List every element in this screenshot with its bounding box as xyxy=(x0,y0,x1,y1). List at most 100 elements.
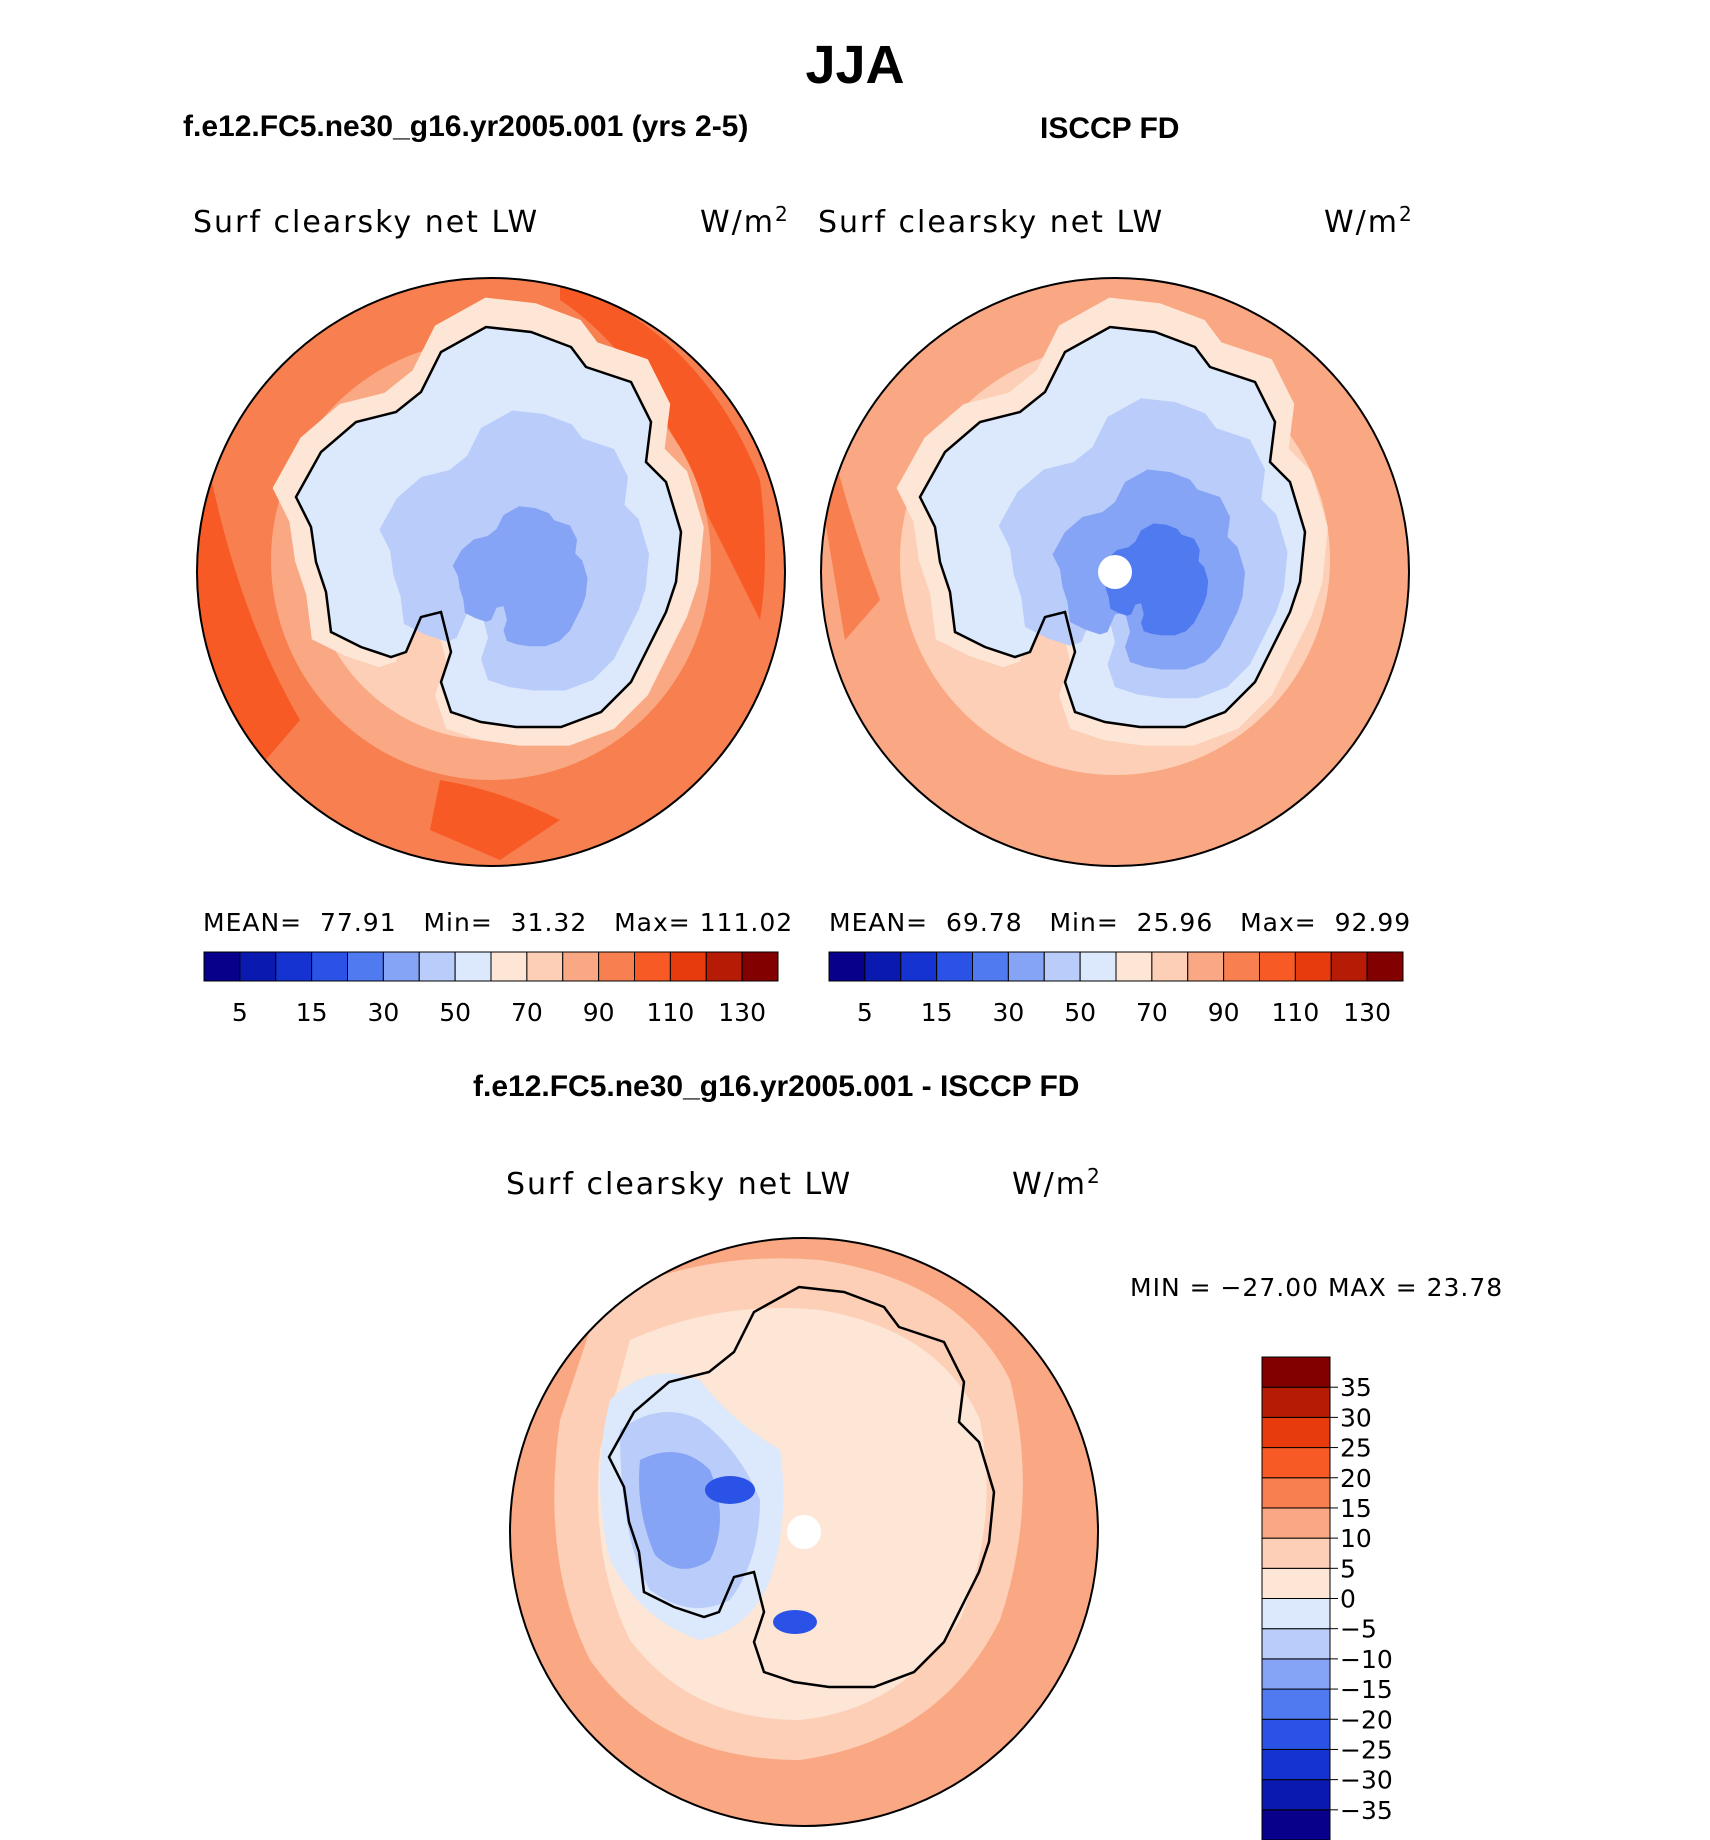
obs-stats: MEAN= 69.78 Min= 25.96 Max= 92.99 xyxy=(829,908,1412,937)
colorbar-swatch xyxy=(1079,951,1117,982)
model-colorbar: 5 15 30 50 70 90 110 130 xyxy=(203,951,779,1027)
colorbar-swatch xyxy=(1043,951,1081,982)
colorbar-swatch xyxy=(1187,951,1225,982)
obs-map xyxy=(821,278,1409,866)
colorbar-swatch xyxy=(490,951,528,982)
colorbar-swatch xyxy=(526,951,564,982)
colorbar-swatch xyxy=(275,951,313,982)
figure-title: JJA xyxy=(805,35,905,95)
obs-map-outline xyxy=(820,277,1410,867)
colorbar-swatch xyxy=(741,951,779,982)
colorbar-tick-label: 15 xyxy=(1340,1494,1372,1523)
model-panel-title: f.e12.FC5.ne30_g16.yr2005.001 (yrs 2-5) xyxy=(183,110,749,143)
colorbar-swatch xyxy=(1261,1809,1331,1840)
diff-variable-label: Surf clearsky net LW xyxy=(506,1167,853,1202)
colorbar-swatch xyxy=(1261,1718,1331,1750)
colorbar-tick-label: 130 xyxy=(1343,998,1391,1027)
colorbar-tick-label: 10 xyxy=(1340,1524,1372,1553)
model-map-outline xyxy=(196,277,786,867)
colorbar-swatch xyxy=(1261,1447,1331,1479)
colorbar-tick-label: 110 xyxy=(1272,998,1320,1027)
colorbar-tick-label: 130 xyxy=(718,998,766,1027)
obs-colorbar: 5 15 30 50 70 90 110 130 xyxy=(828,951,1404,1027)
model-unit-label: W/m2 xyxy=(700,202,790,240)
colorbar-swatch xyxy=(1259,951,1296,982)
colorbar-tick-label: 5 xyxy=(1340,1554,1356,1583)
colorbar-swatch xyxy=(936,951,973,982)
model-map xyxy=(197,278,785,866)
colorbar-swatch xyxy=(598,951,635,982)
colorbar-swatch xyxy=(1007,951,1045,982)
colorbar-tick-label: −25 xyxy=(1340,1735,1393,1764)
colorbar-tick-label: 70 xyxy=(511,998,543,1027)
colorbar-tick-label: 30 xyxy=(992,998,1024,1027)
colorbar-tick-label: −35 xyxy=(1340,1796,1393,1825)
colorbar-swatch xyxy=(418,951,456,982)
colorbar-tick-label: −30 xyxy=(1340,1766,1393,1795)
colorbar-tick-label: 50 xyxy=(1064,998,1096,1027)
colorbar-tick-label: 90 xyxy=(583,998,615,1027)
colorbar-swatch xyxy=(705,951,743,982)
colorbar-swatch xyxy=(864,951,902,982)
colorbar-tick-label: 25 xyxy=(1340,1434,1372,1463)
colorbar-swatch xyxy=(669,951,707,982)
model-variable-label: Surf clearsky net LW xyxy=(193,205,540,240)
colorbar-tick-label: 15 xyxy=(296,998,328,1027)
colorbar-tick-label: 5 xyxy=(857,998,873,1027)
colorbar-swatch xyxy=(1261,1416,1331,1449)
colorbar-swatch xyxy=(1261,1356,1331,1388)
diff-map xyxy=(510,1238,1098,1826)
colorbar-swatch xyxy=(900,951,938,982)
colorbar-swatch xyxy=(1294,951,1332,982)
obs-panel-title: ISCCP FD xyxy=(1040,112,1180,145)
colorbar-tick-label: 70 xyxy=(1136,998,1168,1027)
colorbar-swatch xyxy=(828,951,866,982)
model-stats: MEAN= 77.91 Min= 31.32 Max= 111.02 xyxy=(203,908,794,937)
colorbar-swatch xyxy=(1261,1628,1331,1660)
colorbar-swatch xyxy=(1261,1779,1331,1811)
colorbar-tick-label: 20 xyxy=(1340,1464,1372,1493)
colorbar-swatch xyxy=(1261,1386,1331,1418)
diff-minmax: MIN = −27.00 MAX = 23.78 xyxy=(1130,1273,1504,1302)
colorbar-swatch xyxy=(1261,1507,1331,1539)
diff-unit-label: W/m2 xyxy=(1012,1164,1102,1202)
colorbar-tick-label: 0 xyxy=(1340,1585,1356,1614)
obs-variable-label: Surf clearsky net LW xyxy=(818,205,1165,240)
colorbar-swatch xyxy=(1261,1688,1331,1720)
colorbar-tick-label: 110 xyxy=(647,998,695,1027)
colorbar-swatch xyxy=(1261,1598,1331,1630)
colorbar-swatch xyxy=(1223,951,1260,982)
colorbar-tick-label: 30 xyxy=(367,998,399,1027)
colorbar-swatch xyxy=(382,951,420,982)
colorbar-swatch xyxy=(634,951,671,982)
colorbar-tick-label: 35 xyxy=(1340,1373,1372,1402)
colorbar-swatch xyxy=(1115,951,1153,982)
colorbar-swatch xyxy=(972,951,1009,982)
colorbar-tick-label: 30 xyxy=(1340,1403,1372,1432)
colorbar-swatch xyxy=(1261,1567,1331,1599)
colorbar-swatch xyxy=(239,951,277,982)
colorbar-swatch xyxy=(1261,1658,1331,1690)
colorbar-swatch xyxy=(1261,1537,1331,1569)
diff-panel-title: f.e12.FC5.ne30_g16.yr2005.001 - ISCCP FD xyxy=(473,1070,1080,1103)
colorbar-tick-label: 15 xyxy=(921,998,953,1027)
colorbar-tick-label: −20 xyxy=(1340,1705,1393,1734)
diff-map-outline xyxy=(509,1237,1099,1827)
colorbar-swatch xyxy=(203,951,241,982)
colorbar-tick-label: 50 xyxy=(439,998,471,1027)
colorbar-swatch xyxy=(1330,951,1368,982)
colorbar-swatch xyxy=(311,951,348,982)
colorbar-swatch xyxy=(562,951,600,982)
colorbar-swatch xyxy=(347,951,384,982)
colorbar-tick-label: −5 xyxy=(1340,1615,1377,1644)
colorbar-swatch xyxy=(454,951,492,982)
colorbar-tick-label: −15 xyxy=(1340,1675,1393,1704)
colorbar-swatch xyxy=(1151,951,1189,982)
colorbar-tick-label: 5 xyxy=(232,998,248,1027)
colorbar-swatch xyxy=(1261,1477,1331,1509)
colorbar-tick-label: −10 xyxy=(1340,1645,1393,1674)
colorbar-tick-label: 90 xyxy=(1208,998,1240,1027)
colorbar-swatch xyxy=(1261,1748,1331,1781)
